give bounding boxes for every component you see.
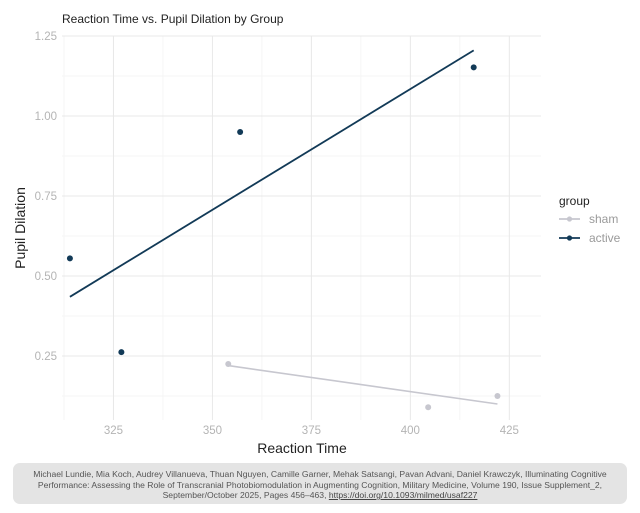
legend-sham-label: sham bbox=[589, 212, 618, 226]
legend-sham-marker bbox=[566, 216, 573, 222]
x-tick-label: 325 bbox=[104, 425, 123, 437]
y-tick-label: 0.75 bbox=[35, 191, 57, 203]
scatter-chart: Reaction Time vs. Pupil Dilation by Grou… bbox=[12, 12, 621, 456]
chart-title: Reaction Time vs. Pupil Dilation by Grou… bbox=[62, 12, 284, 26]
y-axis-title: Pupil Dilation bbox=[12, 187, 28, 269]
citation-box: Michael Lundie, Mia Koch, Audrey Villanu… bbox=[13, 463, 627, 504]
minor-gridlines bbox=[62, 36, 541, 420]
sham-data-point bbox=[225, 361, 232, 367]
legend-active-label: active bbox=[589, 231, 621, 245]
legend-active-marker bbox=[566, 235, 573, 241]
x-tick-label: 375 bbox=[302, 425, 321, 437]
active-trend-line bbox=[69, 49, 475, 298]
sham-data-point bbox=[494, 393, 501, 399]
major-gridlines bbox=[62, 35, 541, 420]
data-points bbox=[66, 64, 501, 411]
x-axis-title: Reaction Time bbox=[257, 440, 347, 456]
active-data-point bbox=[470, 64, 477, 71]
x-tick-label: 400 bbox=[401, 425, 420, 437]
citation-text: Michael Lundie, Mia Koch, Audrey Villanu… bbox=[33, 469, 607, 500]
y-tick-label: 0.50 bbox=[35, 271, 57, 283]
y-tick-labels: 0.25 0.50 0.75 1.00 1.25 bbox=[35, 31, 57, 363]
active-data-point bbox=[118, 349, 125, 356]
active-data-point bbox=[237, 129, 244, 135]
sham-data-point bbox=[425, 404, 432, 411]
active-data-point bbox=[66, 255, 73, 262]
trend-lines bbox=[69, 49, 498, 405]
y-tick-label: 1.00 bbox=[35, 111, 57, 123]
x-tick-labels: 325 350 375 400 425 bbox=[104, 425, 519, 437]
x-tick-label: 350 bbox=[203, 425, 222, 437]
y-tick-label: 0.25 bbox=[35, 351, 57, 363]
y-tick-label: 1.25 bbox=[35, 31, 57, 43]
legend: group sham active bbox=[559, 194, 621, 245]
x-tick-label: 425 bbox=[500, 425, 519, 437]
legend-title: group bbox=[559, 194, 590, 208]
sham-trend-line bbox=[228, 364, 498, 405]
citation-doi-link[interactable]: https://doi.org/10.1093/milmed/usaf227 bbox=[328, 490, 478, 500]
